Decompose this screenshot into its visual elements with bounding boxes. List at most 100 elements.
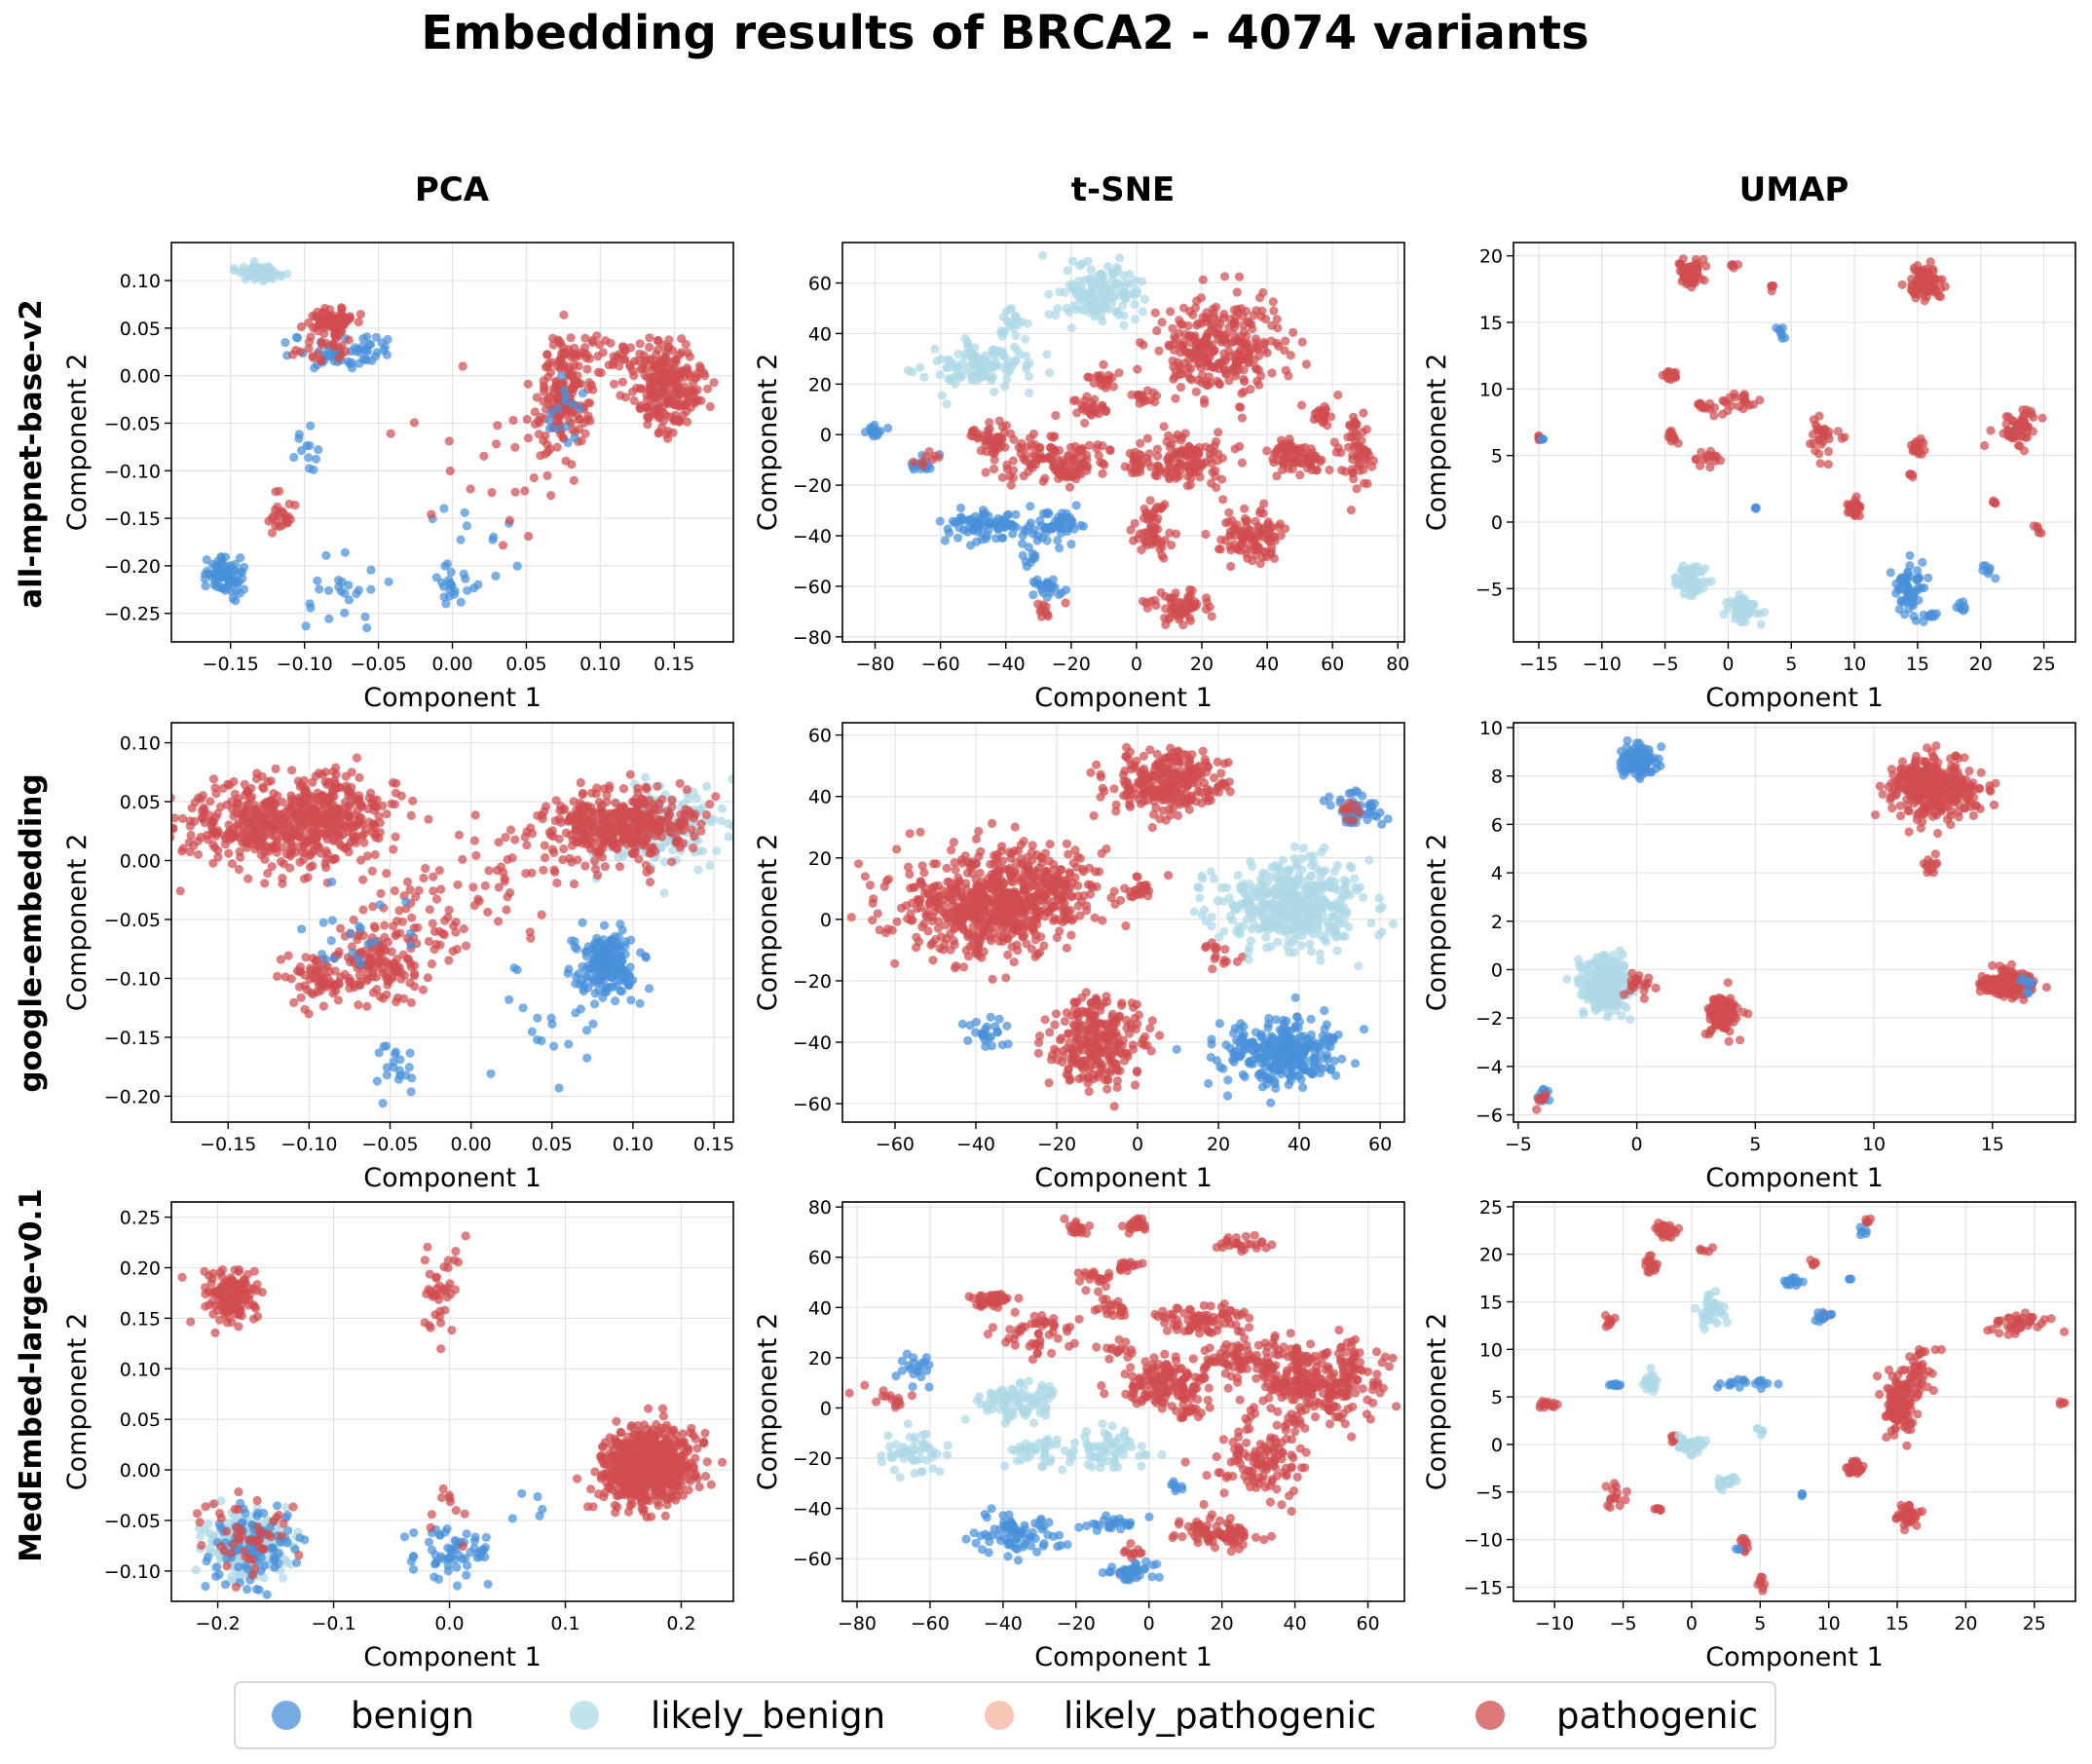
point-pathogenic [438, 928, 448, 939]
x-tick-label: −0.15 [203, 654, 259, 675]
point-pathogenic [1166, 307, 1176, 317]
point-benign [554, 1083, 564, 1093]
point-pathogenic [1937, 275, 1947, 284]
point-pathogenic [289, 997, 299, 1007]
point-likely-benign [705, 860, 715, 871]
point-likely-benign [1097, 269, 1106, 279]
point-pathogenic [534, 416, 543, 426]
point-pathogenic [1200, 335, 1210, 345]
point-pathogenic [634, 854, 644, 864]
y-tick-label: 5 [1491, 446, 1503, 468]
point-pathogenic [1171, 529, 1181, 539]
point-pathogenic [232, 829, 242, 839]
point-pathogenic [293, 842, 303, 851]
point-pathogenic [608, 360, 617, 370]
point-benign [1004, 509, 1014, 519]
point-benign [462, 521, 471, 531]
point-pathogenic [1928, 275, 1938, 284]
point-likely-benign [276, 271, 285, 281]
point-pathogenic [453, 880, 463, 889]
point-pathogenic [318, 769, 327, 779]
point-pathogenic [642, 403, 652, 413]
point-pathogenic [483, 907, 493, 918]
point-pathogenic [1146, 596, 1156, 606]
point-pathogenic [266, 800, 276, 809]
point-likely-benign [1129, 290, 1139, 300]
point-pathogenic [1240, 513, 1250, 524]
point-likely-benign [1723, 604, 1733, 614]
point-pathogenic [1344, 442, 1354, 452]
point-pathogenic [551, 378, 561, 388]
x-tick-label: 0.15 [654, 654, 694, 675]
point-pathogenic [380, 920, 390, 930]
point-likely-benign [1702, 578, 1712, 587]
point-benign [201, 569, 210, 579]
point-pathogenic [240, 834, 249, 844]
point-pathogenic [1276, 531, 1286, 541]
point-benign [313, 576, 322, 585]
point-pathogenic [1281, 524, 1290, 534]
point-pathogenic [492, 439, 502, 449]
point-pathogenic [1152, 391, 1162, 400]
point-benign [1042, 577, 1052, 587]
point-pathogenic [267, 528, 278, 538]
point-pathogenic [471, 850, 481, 861]
point-pathogenic [564, 362, 575, 372]
point-pathogenic [1136, 438, 1145, 448]
point-benign [571, 1008, 580, 1018]
point-pathogenic [544, 827, 554, 838]
point-pathogenic [1208, 468, 1217, 477]
point-pathogenic [259, 784, 269, 794]
point-pathogenic [581, 834, 591, 844]
point-benign [1991, 574, 2000, 583]
point-pathogenic [542, 470, 552, 480]
point-pathogenic [993, 432, 1003, 441]
point-pathogenic [1080, 395, 1090, 406]
point-likely-benign [1073, 290, 1083, 301]
point-likely-benign [1691, 565, 1700, 575]
point-pathogenic [572, 814, 582, 825]
point-benign [384, 577, 393, 586]
point-pathogenic [353, 805, 362, 815]
point-pathogenic [1254, 351, 1264, 360]
point-pathogenic [331, 763, 341, 772]
point-pathogenic [1083, 372, 1093, 382]
point-pathogenic [1255, 508, 1265, 518]
point-pathogenic [386, 429, 395, 438]
point-pathogenic [1336, 448, 1346, 458]
cluster-pathogenic [1906, 433, 1929, 459]
point-pathogenic [1269, 306, 1279, 316]
point-pathogenic [601, 336, 611, 346]
point-pathogenic [305, 862, 316, 872]
point-pathogenic [300, 981, 310, 991]
point-pathogenic [344, 335, 354, 345]
y-tick-label: 0.00 [120, 366, 161, 388]
point-likely-benign [1011, 331, 1021, 341]
point-pathogenic [263, 869, 273, 879]
x-tick-label: 0 [1722, 654, 1734, 675]
point-pathogenic [498, 541, 508, 550]
point-pathogenic [1195, 472, 1205, 482]
point-pathogenic [344, 973, 354, 983]
point-pathogenic [1173, 357, 1182, 367]
point-pathogenic [284, 499, 294, 509]
cluster-likely-benign [903, 331, 1055, 409]
point-pathogenic [1248, 324, 1257, 334]
y-tick-label: 0 [1491, 512, 1503, 534]
point-pathogenic [566, 369, 576, 379]
y-tick-label: 60 [808, 274, 832, 295]
point-pathogenic [1099, 359, 1108, 369]
point-benign [306, 603, 316, 613]
point-benign [439, 504, 449, 513]
point-pathogenic [605, 781, 615, 791]
point-pathogenic [675, 778, 685, 789]
point-pathogenic [666, 821, 676, 831]
point-pathogenic [507, 853, 517, 863]
point-pathogenic [994, 416, 1004, 426]
point-pathogenic [352, 753, 361, 763]
point-benign [489, 532, 499, 543]
point-benign [552, 424, 562, 433]
point-pathogenic [1249, 311, 1258, 320]
point-pathogenic [247, 839, 257, 849]
point-pathogenic [985, 424, 994, 433]
